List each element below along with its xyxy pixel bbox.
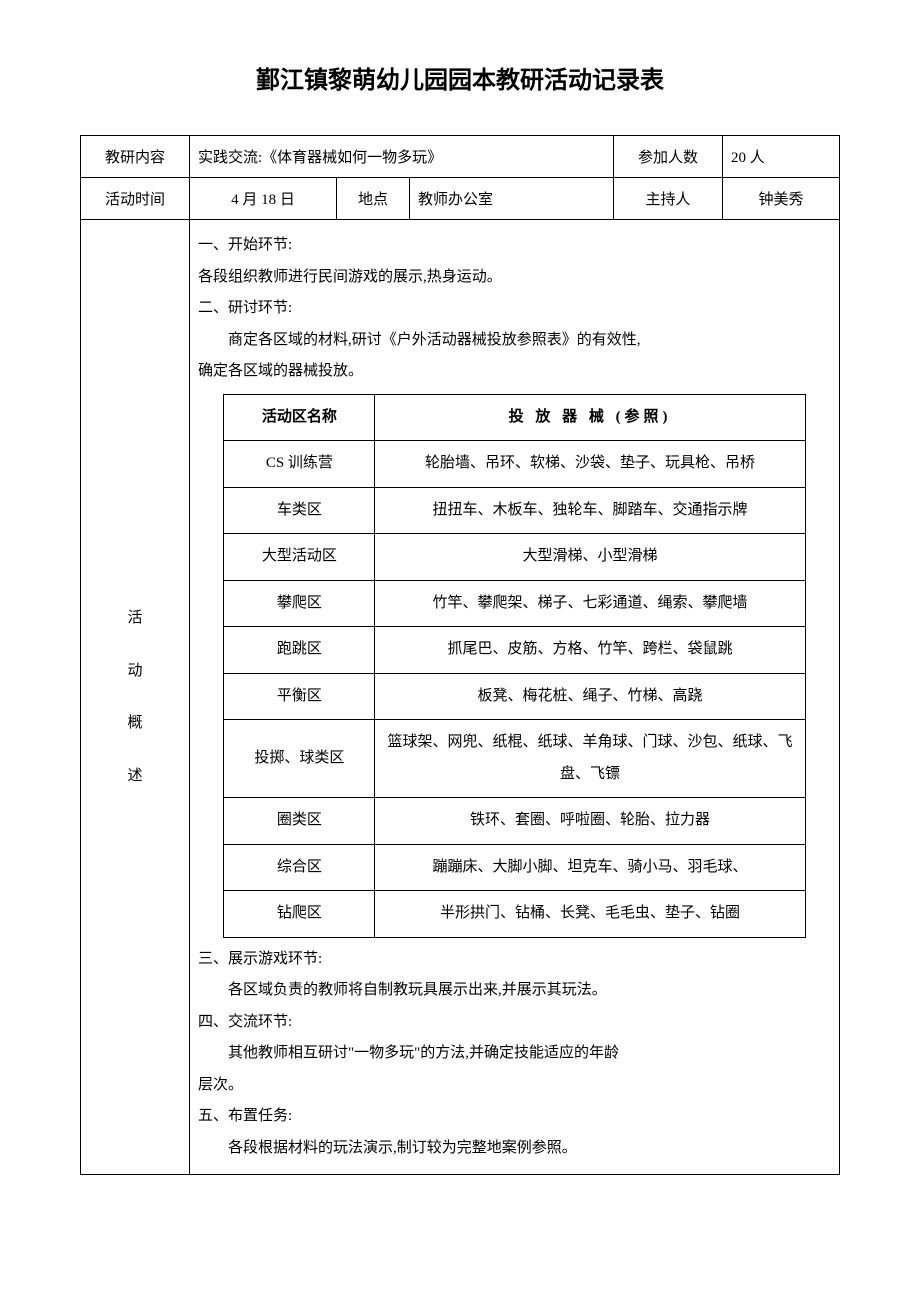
inner-row: 大型活动区大型滑梯、小型滑梯 <box>224 534 805 581</box>
section5-text: 各段根据材料的玩法演示,制订较为完整地案例参照。 <box>198 1133 831 1165</box>
inner-area: 跑跳区 <box>224 627 375 674</box>
section2-title: 二、研讨环节: <box>198 293 831 325</box>
side-char-2: 动 <box>127 663 142 679</box>
section2-text2: 确定各区域的器械投放。 <box>198 356 831 388</box>
inner-row: 投掷、球类区篮球架、网兜、纸棍、纸球、羊角球、门球、沙包、纸球、飞盘、飞镖 <box>224 720 805 798</box>
inner-area: 投掷、球类区 <box>224 720 375 798</box>
inner-row: 车类区扭扭车、木板车、独轮车、脚踏车、交通指示牌 <box>224 487 805 534</box>
inner-row: 攀爬区竹竿、攀爬架、梯子、七彩通道、绳索、攀爬墙 <box>224 580 805 627</box>
inner-header-row: 活动区名称 投 放 器 械 (参照) <box>224 394 805 441</box>
inner-row: 平衡区板凳、梅花桩、绳子、竹梯、高跷 <box>224 673 805 720</box>
inner-area: 平衡区 <box>224 673 375 720</box>
row-content: 教研内容 实践交流:《体育器械如何一物多玩》 参加人数 20 人 <box>81 136 840 178</box>
inner-area: 圈类区 <box>224 798 375 845</box>
equipment-table: 活动区名称 投 放 器 械 (参照) CS 训练营轮胎墙、吊环、软梯、沙袋、垫子… <box>223 394 805 938</box>
value-place: 教师办公室 <box>410 178 614 220</box>
inner-area: CS 训练营 <box>224 441 375 488</box>
inner-header-area: 活动区名称 <box>224 394 375 441</box>
label-activity-time: 活动时间 <box>81 178 190 220</box>
inner-area: 攀爬区 <box>224 580 375 627</box>
label-research-content: 教研内容 <box>81 136 190 178</box>
record-table: 教研内容 实践交流:《体育器械如何一物多玩》 参加人数 20 人 活动时间 4 … <box>80 135 840 1175</box>
inner-equipment: 篮球架、网兜、纸棍、纸球、羊角球、门球、沙包、纸球、飞盘、飞镖 <box>375 720 805 798</box>
section3-title: 三、展示游戏环节: <box>198 944 831 976</box>
inner-header-equipment: 投 放 器 械 (参照) <box>375 394 805 441</box>
inner-equipment: 竹竿、攀爬架、梯子、七彩通道、绳索、攀爬墙 <box>375 580 805 627</box>
inner-equipment: 半形拱门、钻桶、长凳、毛毛虫、垫子、钻圈 <box>375 891 805 938</box>
inner-equipment: 蹦蹦床、大脚小脚、坦克车、骑小马、羽毛球、 <box>375 844 805 891</box>
inner-equipment: 铁环、套圈、呼啦圈、轮胎、拉力器 <box>375 798 805 845</box>
section4-text2: 层次。 <box>198 1070 831 1102</box>
inner-equipment: 扭扭车、木板车、独轮车、脚踏车、交通指示牌 <box>375 487 805 534</box>
row-overview: 活 动 概 述 一、开始环节: 各段组织教师进行民间游戏的展示,热身运动。 二、… <box>81 220 840 1175</box>
label-host: 主持人 <box>614 178 723 220</box>
inner-equipment: 轮胎墙、吊环、软梯、沙袋、垫子、玩具枪、吊桥 <box>375 441 805 488</box>
inner-area: 钻爬区 <box>224 891 375 938</box>
section1-text: 各段组织教师进行民间游戏的展示,热身运动。 <box>198 262 831 294</box>
inner-equipment: 大型滑梯、小型滑梯 <box>375 534 805 581</box>
value-host: 钟美秀 <box>723 178 840 220</box>
section4-title: 四、交流环节: <box>198 1007 831 1039</box>
side-char-3: 概 <box>127 715 142 731</box>
label-activity-overview: 活 动 概 述 <box>81 220 190 1175</box>
value-activity-time: 4 月 18 日 <box>190 178 337 220</box>
inner-row: CS 训练营轮胎墙、吊环、软梯、沙袋、垫子、玩具枪、吊桥 <box>224 441 805 488</box>
section1-title: 一、开始环节: <box>198 230 831 262</box>
overview-content: 一、开始环节: 各段组织教师进行民间游戏的展示,热身运动。 二、研讨环节: 商定… <box>190 220 840 1175</box>
row-time: 活动时间 4 月 18 日 地点 教师办公室 主持人 钟美秀 <box>81 178 840 220</box>
inner-row: 圈类区铁环、套圈、呼啦圈、轮胎、拉力器 <box>224 798 805 845</box>
inner-row: 综合区蹦蹦床、大脚小脚、坦克车、骑小马、羽毛球、 <box>224 844 805 891</box>
inner-equipment: 板凳、梅花桩、绳子、竹梯、高跷 <box>375 673 805 720</box>
inner-area: 大型活动区 <box>224 534 375 581</box>
inner-equipment: 抓尾巴、皮筋、方格、竹竿、跨栏、袋鼠跳 <box>375 627 805 674</box>
label-place: 地点 <box>337 178 410 220</box>
inner-row: 跑跳区抓尾巴、皮筋、方格、竹竿、跨栏、袋鼠跳 <box>224 627 805 674</box>
inner-area: 综合区 <box>224 844 375 891</box>
section4-text1: 其他教师相互研讨"一物多玩"的方法,并确定技能适应的年龄 <box>198 1038 831 1070</box>
side-char-4: 述 <box>127 768 142 784</box>
value-participants: 20 人 <box>723 136 840 178</box>
document-title: 鄞江镇黎萌幼儿园园本教研活动记录表 <box>80 60 840 95</box>
value-research-content: 实践交流:《体育器械如何一物多玩》 <box>190 136 614 178</box>
label-participants: 参加人数 <box>614 136 723 178</box>
section5-title: 五、布置任务: <box>198 1101 831 1133</box>
inner-area: 车类区 <box>224 487 375 534</box>
section3-text: 各区域负责的教师将自制教玩具展示出来,并展示其玩法。 <box>198 975 831 1007</box>
inner-row: 钻爬区半形拱门、钻桶、长凳、毛毛虫、垫子、钻圈 <box>224 891 805 938</box>
side-char-1: 活 <box>127 610 142 626</box>
section2-text1: 商定各区域的材料,研讨《户外活动器械投放参照表》的有效性, <box>198 325 831 357</box>
